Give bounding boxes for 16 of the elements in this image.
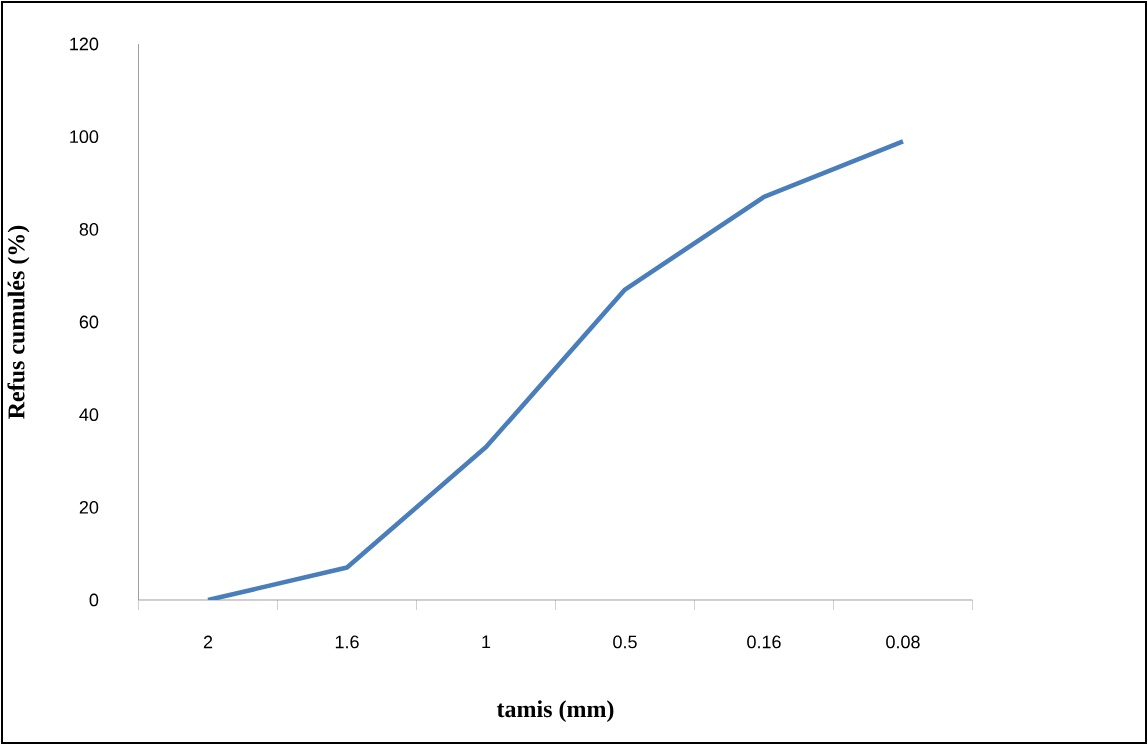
y-tick-label: 0 bbox=[89, 593, 99, 607]
x-axis-title: tamis (mm) bbox=[496, 700, 614, 723]
x-tick-label: 0.08 bbox=[886, 635, 920, 649]
x-tick-label: 0.5 bbox=[613, 635, 637, 649]
y-tick-label: 20 bbox=[79, 500, 99, 514]
x-tick-label: 1.6 bbox=[335, 635, 359, 649]
y-axis-title: Refus cumulés (%) bbox=[7, 225, 30, 419]
line-series bbox=[205, 139, 906, 600]
x-tick-label: 1 bbox=[482, 635, 491, 648]
y-tick-label: 80 bbox=[79, 222, 99, 236]
y-tick-label: 120 bbox=[70, 37, 99, 51]
y-tick-label: 40 bbox=[79, 408, 99, 422]
x-tick-label: 0.16 bbox=[747, 635, 781, 649]
x-tick-label: 2 bbox=[203, 635, 213, 649]
y-tick-label: 100 bbox=[70, 130, 99, 144]
y-tick-label: 60 bbox=[79, 315, 99, 329]
